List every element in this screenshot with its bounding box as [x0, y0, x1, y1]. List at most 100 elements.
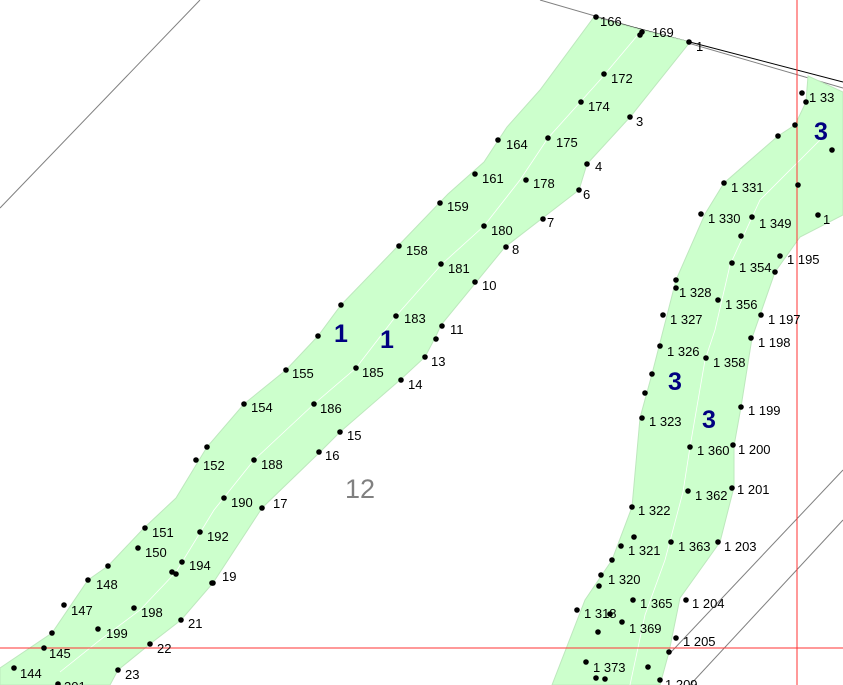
survey-point-marker[interactable] [627, 114, 633, 120]
survey-point-marker[interactable] [639, 415, 645, 421]
survey-point-marker[interactable] [179, 559, 185, 565]
survey-point-marker[interactable] [337, 429, 343, 435]
parcel-3-area[interactable] [551, 75, 843, 685]
survey-point-marker[interactable] [396, 243, 402, 249]
survey-point-marker[interactable] [574, 607, 580, 613]
survey-point-marker[interactable] [749, 214, 755, 220]
survey-point-marker[interactable] [578, 99, 584, 105]
survey-point-marker[interactable] [95, 626, 101, 632]
survey-point-marker[interactable] [197, 529, 203, 535]
vertex-marker[interactable] [673, 277, 679, 283]
vertex-marker[interactable] [602, 676, 608, 682]
survey-point-marker[interactable] [738, 404, 744, 410]
vertex-marker[interactable] [596, 583, 602, 589]
survey-point-marker[interactable] [437, 200, 443, 206]
survey-point-marker[interactable] [481, 223, 487, 229]
survey-point-marker[interactable] [85, 577, 91, 583]
survey-point-marker[interactable] [730, 442, 736, 448]
survey-point-marker[interactable] [683, 597, 689, 603]
vertex-marker[interactable] [105, 563, 111, 569]
survey-point-marker[interactable] [311, 401, 317, 407]
survey-point-marker[interactable] [815, 212, 821, 218]
vertex-marker[interactable] [637, 32, 643, 38]
survey-point-marker[interactable] [584, 161, 590, 167]
survey-point-marker[interactable] [593, 14, 599, 20]
survey-point-marker[interactable] [393, 313, 399, 319]
survey-point-marker[interactable] [472, 279, 478, 285]
vertex-marker[interactable] [315, 333, 321, 339]
vertex-marker[interactable] [829, 147, 835, 153]
survey-point-marker[interactable] [439, 323, 445, 329]
survey-point-marker[interactable] [660, 312, 666, 318]
vertex-marker[interactable] [803, 99, 809, 105]
survey-point-marker[interactable] [703, 355, 709, 361]
survey-point-marker[interactable] [438, 261, 444, 267]
survey-point-marker[interactable] [221, 495, 227, 501]
vertex-marker[interactable] [795, 182, 801, 188]
survey-point-marker[interactable] [178, 617, 184, 623]
survey-point-marker[interactable] [55, 681, 61, 685]
survey-point-marker[interactable] [61, 602, 67, 608]
vertex-marker[interactable] [649, 371, 655, 377]
survey-point-marker[interactable] [576, 187, 582, 193]
survey-point-marker[interactable] [630, 597, 636, 603]
survey-point-marker[interactable] [11, 665, 17, 671]
survey-point-marker[interactable] [715, 297, 721, 303]
vertex-marker[interactable] [631, 534, 637, 540]
vertex-marker[interactable] [775, 133, 781, 139]
survey-point-marker[interactable] [422, 354, 428, 360]
survey-point-marker[interactable] [715, 539, 721, 545]
survey-point-marker[interactable] [729, 260, 735, 266]
vertex-marker[interactable] [607, 611, 613, 617]
survey-point-marker[interactable] [657, 343, 663, 349]
survey-point-marker[interactable] [251, 457, 257, 463]
survey-point-marker[interactable] [523, 177, 529, 183]
survey-point-marker[interactable] [283, 367, 289, 373]
survey-point-marker[interactable] [657, 677, 663, 683]
survey-point-marker[interactable] [685, 488, 691, 494]
survey-point-marker[interactable] [193, 457, 199, 463]
vertex-marker[interactable] [49, 630, 55, 636]
vertex-marker[interactable] [433, 336, 439, 342]
survey-point-marker[interactable] [142, 525, 148, 531]
survey-point-marker[interactable] [398, 377, 404, 383]
survey-point-marker[interactable] [629, 504, 635, 510]
vertex-marker[interactable] [738, 233, 744, 239]
survey-point-marker[interactable] [777, 253, 783, 259]
vertex-marker[interactable] [645, 664, 651, 670]
survey-point-marker[interactable] [353, 365, 359, 371]
survey-point-marker[interactable] [686, 39, 692, 45]
survey-point-marker[interactable] [721, 180, 727, 186]
vertex-marker[interactable] [338, 302, 344, 308]
survey-point-marker[interactable] [316, 449, 322, 455]
vertex-marker[interactable] [792, 122, 798, 128]
vertex-marker[interactable] [204, 444, 210, 450]
survey-point-marker[interactable] [673, 285, 679, 291]
survey-point-marker[interactable] [729, 485, 735, 491]
vertex-marker[interactable] [209, 580, 215, 586]
survey-point-marker[interactable] [495, 137, 501, 143]
vertex-marker[interactable] [609, 557, 615, 563]
survey-point-marker[interactable] [668, 539, 674, 545]
survey-point-marker[interactable] [799, 90, 805, 96]
survey-point-marker[interactable] [147, 641, 153, 647]
survey-point-marker[interactable] [472, 171, 478, 177]
survey-point-marker[interactable] [259, 505, 265, 511]
survey-point-marker[interactable] [41, 645, 47, 651]
survey-point-marker[interactable] [673, 635, 679, 641]
survey-point-marker[interactable] [618, 543, 624, 549]
survey-point-marker[interactable] [583, 659, 589, 665]
survey-point-marker[interactable] [687, 444, 693, 450]
survey-point-marker[interactable] [601, 71, 607, 77]
vertex-marker[interactable] [595, 629, 601, 635]
survey-point-marker[interactable] [598, 572, 604, 578]
vertex-marker[interactable] [772, 269, 778, 275]
vertex-marker[interactable] [642, 390, 648, 396]
survey-point-marker[interactable] [503, 244, 509, 250]
vertex-marker[interactable] [169, 569, 175, 575]
survey-point-marker[interactable] [241, 401, 247, 407]
survey-point-marker[interactable] [698, 211, 704, 217]
vertex-marker[interactable] [593, 675, 599, 681]
survey-point-marker[interactable] [619, 619, 625, 625]
